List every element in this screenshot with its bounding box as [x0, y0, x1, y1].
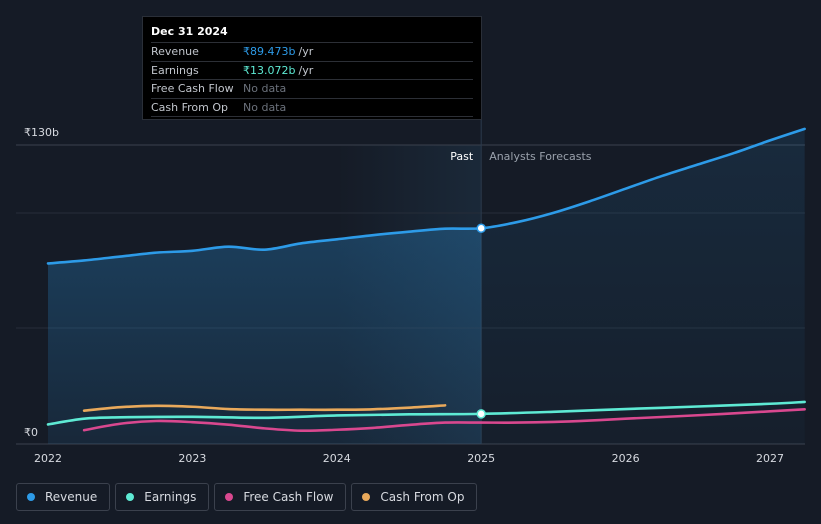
tooltip-row-cash-from-op: Cash From Op No data [151, 97, 473, 117]
tooltip-value: No data [243, 100, 287, 114]
earnings-line [46, 400, 806, 426]
x-tick-label: 2024 [323, 452, 351, 465]
tooltip-unit: /yr [298, 45, 314, 58]
tooltip-label: Free Cash Flow [151, 82, 234, 95]
legend-label: Cash From Op [380, 490, 465, 504]
chart-tooltip: Dec 31 2024 Revenue ₹89.473b/yr Earnings… [142, 16, 482, 120]
tooltip-value: No data [243, 82, 287, 95]
legend-dot-icon [362, 493, 371, 501]
revenue-marker [476, 223, 486, 234]
tooltip-row-earnings: Earnings ₹13.072b/yr [151, 60, 473, 80]
tooltip-label: Cash From Op [151, 100, 229, 114]
legend-dot-icon [126, 493, 135, 501]
legend-item-cash-from-op[interactable]: Cash From Op [351, 483, 478, 511]
x-tick-label: 2023 [178, 452, 206, 465]
legend-dot-icon [225, 493, 234, 501]
legend-label: Free Cash Flow [243, 490, 334, 504]
x-tick-label: 2025 [467, 452, 495, 465]
tooltip-date: Dec 31 2024 [151, 25, 228, 38]
forecast-label: Analysts Forecasts [489, 150, 592, 163]
tooltip-value: ₹13.072b [243, 63, 296, 77]
cash-from-op-line [82, 404, 447, 412]
y-tick-label: ₹130b [24, 126, 59, 139]
legend-label: Earnings [144, 490, 197, 504]
legend-item-free-cash-flow[interactable]: Free Cash Flow [214, 483, 347, 511]
x-tick-label: 2026 [612, 452, 640, 465]
past-label: Past [450, 150, 474, 163]
revenue-area-forecast [481, 128, 805, 444]
x-tick-label: 2027 [756, 452, 784, 465]
earnings-marker [476, 409, 486, 419]
tooltip-label: Revenue [151, 45, 199, 58]
legend-label: Revenue [45, 490, 98, 504]
x-tick-label: 2022 [34, 452, 62, 465]
chart-legend: Revenue Earnings Free Cash Flow Cash Fro… [16, 483, 478, 511]
free-cash-flow-line [82, 407, 806, 433]
legend-item-earnings[interactable]: Earnings [115, 483, 210, 511]
tooltip-row-free-cash-flow: Free Cash Flow No data [151, 79, 473, 98]
revenue-line [46, 127, 806, 265]
revenue-area-past [48, 228, 482, 444]
y-tick-label: ₹0 [24, 426, 38, 439]
tooltip-value: ₹89.473b [243, 45, 296, 58]
legend-item-revenue[interactable]: Revenue [16, 483, 111, 511]
tooltip-label: Earnings [151, 63, 199, 77]
tooltip-unit: /yr [298, 63, 314, 77]
legend-dot-icon [27, 493, 35, 501]
earnings-revenue-chart: ₹130b ₹0 2022 2023 2024 2025 2026 2027 Past Analy… [16, 118, 806, 465]
tooltip-row-revenue: Revenue ₹89.473b/yr [151, 42, 473, 61]
